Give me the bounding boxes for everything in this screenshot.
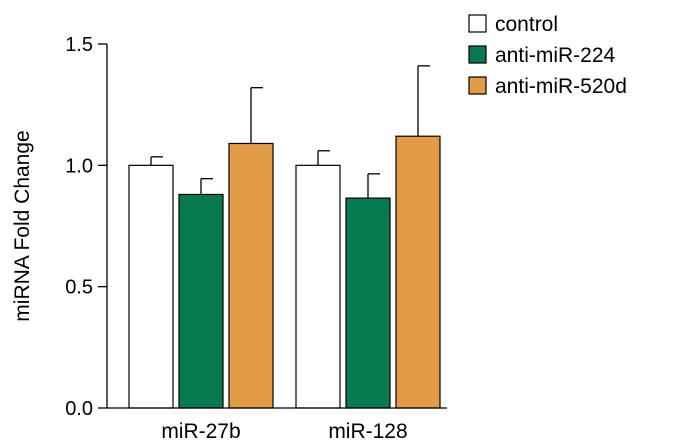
bar (178, 193, 224, 409)
bar (128, 164, 174, 409)
y-tick-label: 1.0 (65, 155, 93, 177)
x-category-label: miR-27b (161, 420, 240, 443)
bar (295, 164, 341, 409)
legend-swatch (468, 45, 487, 64)
legend-label: anti-miR-520d (495, 75, 627, 98)
x-category-label: miR-128 (328, 420, 407, 443)
y-tick-label: 1.5 (65, 34, 93, 56)
legend-label: anti-miR-224 (495, 44, 616, 67)
bar (228, 142, 274, 409)
y-tick-label: 0.5 (65, 277, 93, 299)
labels-layer: miRNA Fold Change miR-27b miR-128 (11, 130, 408, 443)
bar (395, 135, 441, 409)
error-bars-layer (150, 65, 430, 199)
legend-swatch (468, 14, 487, 33)
legend-swatch (468, 76, 487, 95)
y-axis-title: miRNA Fold Change (11, 130, 34, 321)
y-tick-label: 0.0 (65, 398, 93, 420)
bars-layer (128, 135, 441, 409)
axes-layer: 0.0 0.5 1.0 1.5 (65, 34, 447, 420)
legend: control anti-miR-224 anti-miR-520d (468, 13, 627, 98)
bar (345, 197, 391, 409)
legend-label: control (495, 13, 558, 36)
